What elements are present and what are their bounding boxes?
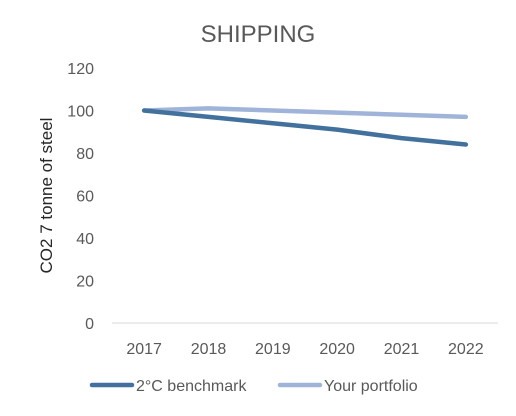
y-tick-label: 80 [76,146,94,163]
y-tick-label: 120 [67,61,94,78]
x-tick-label: 2021 [384,341,420,358]
y-tick-label: 100 [67,104,94,121]
x-tick-label: 2019 [255,341,291,358]
chart-title: SHIPPING [201,21,316,48]
y-tick-label: 0 [85,316,94,333]
series-line-portfolio [141,106,469,120]
y-tick-label: 40 [76,231,94,248]
y-tick-label: 60 [76,189,94,206]
y-tick-label: 20 [76,274,94,291]
y-axis-title: CO2 7 tonne of steel [37,118,56,274]
series-lines [141,106,469,147]
legend-label: 2°C benchmark [136,378,247,395]
x-axis-ticks: 2017 2018 2019 2020 2021 2022 [126,341,483,358]
y-axis-ticks: 0 20 40 60 80 100 120 [67,61,94,333]
x-tick-label: 2022 [448,341,484,358]
legend: 2°C benchmark Your portfolio [89,378,418,395]
x-tick-label: 2017 [126,341,162,358]
series-line-benchmark [141,108,469,147]
x-tick-label: 2018 [191,341,227,358]
legend-label: Your portfolio [324,378,418,395]
x-tick-label: 2020 [319,341,355,358]
